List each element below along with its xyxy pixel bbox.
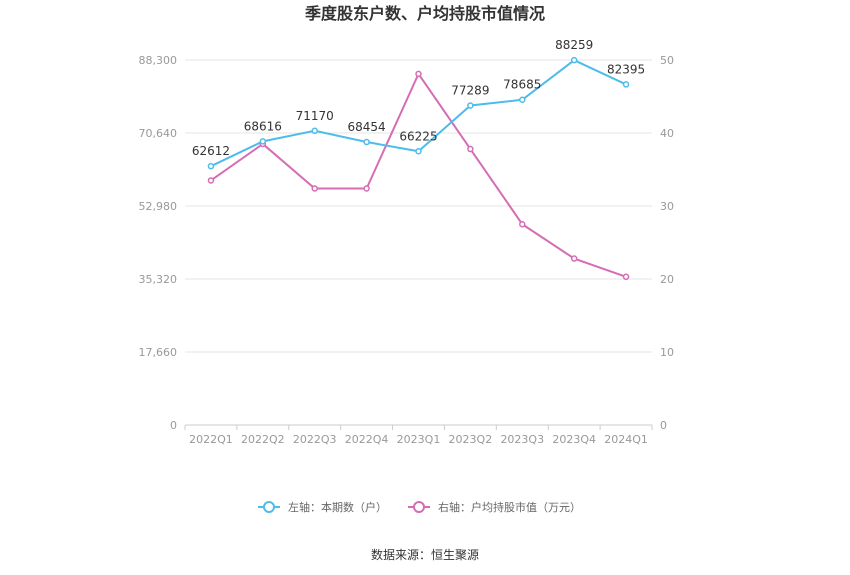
- left-series-point: [570, 56, 578, 64]
- left-axis-tick-label: 17,660: [139, 346, 178, 359]
- left-axis-tick-label: 52,980: [139, 200, 178, 213]
- left-series-data-label: 88259: [555, 38, 593, 52]
- right-axis-tick-label: 20: [660, 273, 674, 286]
- chart-title: 季度股东户数、户均持股市值情况: [304, 4, 545, 23]
- right-axis-tick-label: 30: [660, 200, 674, 213]
- left-series-data-label: 77289: [451, 84, 489, 98]
- left-series-data-label: 68616: [244, 119, 282, 133]
- left-series-data-label: 71170: [296, 109, 334, 123]
- data-source-note: 数据来源：恒生聚源: [371, 547, 479, 562]
- right-axis-ticks: 0 10 20 30 40 50: [660, 54, 674, 432]
- right-axis-tick-label: 10: [660, 346, 674, 359]
- x-axis-ticks: 2022Q1 2022Q2 2022Q3 2022Q4 2023Q1 2023Q2 2023…: [189, 433, 648, 446]
- x-axis-tick-label: 2022Q3: [293, 433, 337, 446]
- right-series-point: [415, 70, 422, 78]
- left-series-data-label: 62612: [192, 144, 230, 158]
- left-axis-ticks: 0 17,660 35,320 52,980 70,640 88,300: [139, 54, 178, 432]
- legend-label-left-series: 左轴：本期数（户）: [288, 500, 387, 514]
- legend-item-left-series[interactable]: 左轴：本期数（户）: [258, 500, 387, 514]
- data-labels: 62612 68616 71170 68454 66225 77289 78685 88259…: [192, 38, 645, 158]
- x-axis-tick-label: 2023Q2: [449, 433, 493, 446]
- left-series-point: [311, 127, 318, 135]
- left-axis-tick-label: 70,640: [139, 127, 178, 140]
- left-series-point: [207, 162, 215, 170]
- right-series-line: [210, 71, 627, 278]
- right-series-point: [363, 185, 370, 192]
- left-series-point: [519, 96, 526, 103]
- left-series-data-label: 68454: [348, 120, 386, 134]
- series-layer: [207, 56, 630, 281]
- left-series-data-label: 78685: [503, 78, 541, 92]
- left-series-point: [467, 102, 474, 109]
- x-axis-tick-label: 2022Q4: [345, 433, 389, 446]
- left-series-point: [415, 148, 422, 155]
- right-series-point: [519, 221, 526, 228]
- right-series-point: [467, 145, 474, 153]
- left-series-data-label: 66225: [399, 129, 437, 143]
- x-axis-tick-label: 2023Q3: [500, 433, 544, 446]
- legend-marker-left-series: [263, 501, 275, 513]
- right-series-point: [622, 273, 630, 281]
- x-axis-tick-label: 2022Q1: [189, 433, 233, 446]
- right-series-point: [570, 255, 578, 262]
- left-series-point: [622, 81, 630, 88]
- left-axis-tick-label: 0: [170, 419, 177, 432]
- x-axis-tick-label: 2023Q1: [397, 433, 441, 446]
- x-axis-tick-label: 2024Q1: [604, 433, 648, 446]
- left-axis-tick-label: 35,320: [139, 273, 178, 286]
- x-axis-tick-label: 2022Q2: [241, 433, 285, 446]
- right-series-point: [207, 177, 215, 184]
- left-series-point: [363, 138, 370, 146]
- left-series-data-label: 82395: [607, 62, 645, 76]
- legend: 左轴：本期数（户） 右轴：户均持股市值（万元）: [258, 500, 581, 514]
- grid-lines: [184, 59, 653, 430]
- legend-label-right-series: 右轴：户均持股市值（万元）: [438, 500, 581, 514]
- right-axis-tick-label: 0: [660, 419, 667, 432]
- legend-marker-right-series: [413, 501, 425, 513]
- right-series-point: [311, 185, 318, 192]
- x-axis-tick-label: 2023Q4: [552, 433, 596, 446]
- right-axis-tick-label: 50: [660, 54, 674, 67]
- right-axis-tick-label: 40: [660, 127, 674, 140]
- legend-item-right-series[interactable]: 右轴：户均持股市值（万元）: [408, 500, 581, 514]
- left-series-point: [259, 138, 267, 145]
- left-axis-tick-label: 88,300: [139, 54, 178, 67]
